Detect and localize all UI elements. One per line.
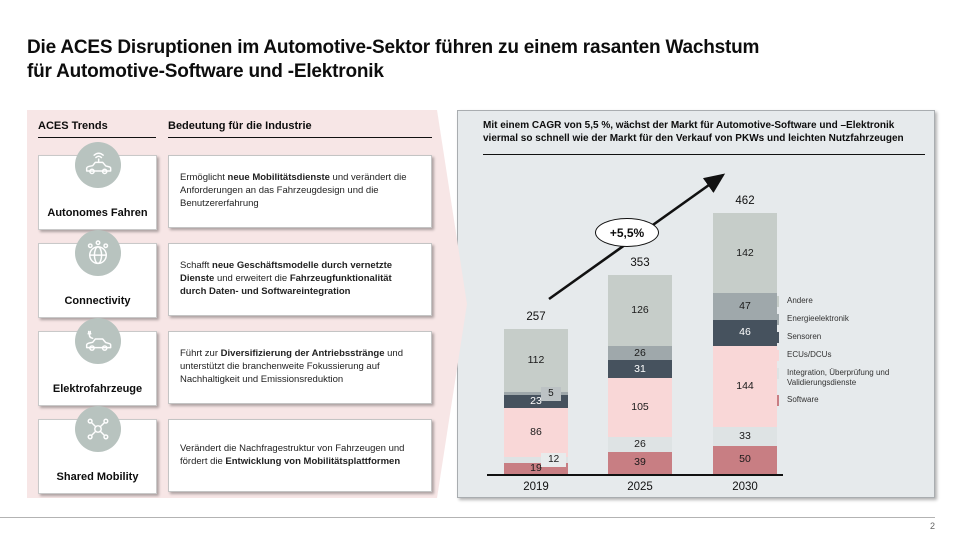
- bar-segment-software: [504, 463, 568, 474]
- trend-label: Elektrofahrzeuge: [52, 383, 143, 395]
- bar-segment-ecus-dcus: [504, 407, 568, 457]
- legend-label: Software: [787, 395, 819, 404]
- connectivity-globe-icon: [74, 230, 121, 276]
- segment-value: 47: [739, 299, 751, 312]
- market-chart-panel: Mit einem CAGR von 5,5 %, wächst der Mar…: [457, 110, 935, 498]
- bar-segment-andere: [713, 212, 777, 294]
- trend-card: Shared Mobility: [38, 406, 157, 494]
- header-underline: [168, 137, 432, 138]
- slide-title-line1: Die ACES Disruptionen im Automotive-Sekt…: [27, 37, 760, 58]
- legend-label: Sensoren: [787, 332, 822, 341]
- trend-label: Shared Mobility: [56, 471, 139, 483]
- page-number: 2: [929, 521, 935, 531]
- bar-segment-energieelektronik: [608, 345, 672, 361]
- aces-trends-panel: ACES Trends Bedeutung für die Industrie: [27, 110, 467, 498]
- chart-headline: Mit einem CAGR von 5,5 %, wächst der Mar…: [483, 119, 925, 155]
- x-tick-label: 2030: [732, 481, 758, 493]
- segment-value: 105: [631, 401, 649, 414]
- header-underline: [38, 137, 156, 138]
- bar-segment-sensoren: [608, 360, 672, 378]
- legend-item-ecus-dcus: ECUs/DCUs: [768, 350, 928, 361]
- segment-value: 142: [736, 246, 754, 259]
- bar-segment-ecus-dcus: [713, 345, 777, 428]
- bar-segment-energieelektronik: [713, 293, 777, 320]
- x-axis: [487, 474, 783, 476]
- bar-segment-andere: [608, 274, 672, 346]
- bar-segment-software: [713, 445, 777, 474]
- trend-description: Führt zur Diversifizierung der Antriebss…: [168, 331, 432, 404]
- segment-value: 26: [634, 346, 646, 359]
- bar-segment-sensoren: [713, 319, 777, 346]
- legend-label: Energieelektronik: [787, 314, 849, 323]
- column-header-aces-trends: ACES Trends: [38, 120, 156, 138]
- column-header-aces-trends-label: ACES Trends: [38, 120, 108, 132]
- autonomous-car-icon: [74, 142, 121, 188]
- bar-total: 257: [526, 310, 546, 323]
- trend-row-shared-mobility: Shared Mobility Verändert die Nachfrages…: [38, 406, 432, 494]
- segment-value-chip: 12: [541, 452, 567, 467]
- segment-value-chip: 5: [541, 386, 561, 401]
- column-header-bedeutung-label: Bedeutung für die Industrie: [168, 120, 312, 132]
- legend-label: Integration, Überprüfung und Validierung…: [787, 368, 890, 387]
- trend-row-connectivity: Connectivity Schafft neue Geschäftsmodel…: [38, 230, 432, 318]
- segment-value: 126: [631, 303, 649, 316]
- cagr-badge: +5,5%: [595, 218, 659, 247]
- bar-segment-ecus-dcus: [608, 377, 672, 438]
- legend-item-integration-berpr-fung-und-validierungsdienste: Integration, Überprüfung und Validierung…: [768, 368, 928, 388]
- legend-label: Andere: [787, 296, 813, 305]
- bar-segment-energieelektronik: [504, 392, 568, 395]
- trend-description: Verändert die Nachfragestruktur von Fahr…: [168, 419, 432, 492]
- segment-value: 144: [736, 379, 754, 392]
- trend-card: Connectivity: [38, 230, 157, 318]
- bar-total: 462: [735, 194, 755, 207]
- trend-row-autonomes-fahren: Autonomes Fahren Ermöglicht neue Mobilit…: [38, 142, 432, 230]
- segment-value: 23: [530, 394, 542, 407]
- bar-segment-integration-berpr-fung-und-validierungsdienste: [713, 427, 777, 446]
- legend-item-software: Software: [768, 395, 928, 406]
- segment-value: 112: [527, 353, 545, 366]
- segment-value: 50: [739, 453, 751, 466]
- footer-divider: [0, 517, 935, 518]
- segment-value: 39: [634, 456, 646, 469]
- legend-item-sensoren: Sensoren: [768, 332, 928, 343]
- bar-segment-andere: [504, 328, 568, 393]
- trend-row-elektrofahrzeuge: Elektrofahrzeuge Führt zur Diversifizier…: [38, 318, 432, 406]
- bar-total: 353: [630, 256, 650, 269]
- electric-car-icon: [74, 318, 121, 364]
- x-tick-label: 2019: [523, 481, 549, 493]
- trend-card: Autonomes Fahren: [38, 142, 157, 230]
- chart-legend: Andere Energieelektronik Sensoren ECUs/DCUs…: [768, 296, 928, 413]
- shared-mobility-icon: [74, 406, 121, 452]
- legend-label: ECUs/DCUs: [787, 350, 832, 359]
- legend-item-energieelektronik: Energieelektronik: [768, 314, 928, 325]
- segment-value: 86: [530, 425, 542, 438]
- chart-area: +5,5% Andere Energieelektronik Sensoren ECU…: [458, 111, 936, 499]
- trend-description: Schafft neue Geschäftsmodelle durch vern…: [168, 243, 432, 316]
- segment-value: 46: [739, 326, 751, 339]
- bar-segment-software: [608, 451, 672, 474]
- legend-item-andere: Andere: [768, 296, 928, 307]
- trend-card: Elektrofahrzeuge: [38, 318, 157, 406]
- x-tick-label: 2025: [627, 481, 653, 493]
- bar-segment-integration-berpr-fung-und-validierungsdienste: [608, 437, 672, 452]
- trend-label: Connectivity: [64, 295, 131, 307]
- slide-title-line2: für Automotive-Software und -Elektronik: [27, 60, 384, 82]
- slide-title: Die ACES Disruptionen im Automotive-Sekt…: [27, 36, 857, 83]
- segment-value: 31: [634, 362, 646, 375]
- trend-description: Ermöglicht neue Mobilitätsdienste und ve…: [168, 155, 432, 228]
- segment-value: 33: [739, 429, 751, 442]
- segment-value: 19: [530, 462, 542, 475]
- trend-label: Autonomes Fahren: [47, 207, 148, 219]
- segment-value: 26: [634, 438, 646, 451]
- bar-segment-integration-berpr-fung-und-validierungsdienste: [504, 456, 568, 464]
- column-header-bedeutung: Bedeutung für die Industrie: [168, 120, 432, 138]
